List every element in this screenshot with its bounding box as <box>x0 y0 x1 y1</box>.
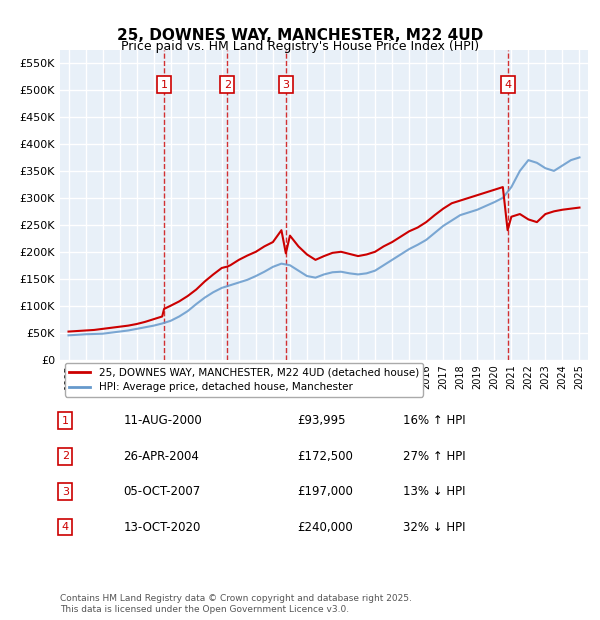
Text: 3: 3 <box>283 79 289 90</box>
Text: 27% ↑ HPI: 27% ↑ HPI <box>403 450 466 463</box>
Text: 05-OCT-2007: 05-OCT-2007 <box>124 485 200 498</box>
Text: 2: 2 <box>224 79 231 90</box>
Text: 1: 1 <box>161 79 167 90</box>
Legend: 25, DOWNES WAY, MANCHESTER, M22 4UD (detached house), HPI: Average price, detach: 25, DOWNES WAY, MANCHESTER, M22 4UD (det… <box>65 363 423 397</box>
Text: Contains HM Land Registry data © Crown copyright and database right 2025.
This d: Contains HM Land Registry data © Crown c… <box>60 595 412 614</box>
Text: £93,995: £93,995 <box>298 414 346 427</box>
Text: Price paid vs. HM Land Registry's House Price Index (HPI): Price paid vs. HM Land Registry's House … <box>121 40 479 53</box>
Text: 4: 4 <box>504 79 511 90</box>
Text: 11-AUG-2000: 11-AUG-2000 <box>124 414 202 427</box>
Text: £172,500: £172,500 <box>298 450 353 463</box>
Text: £197,000: £197,000 <box>298 485 353 498</box>
Text: 4: 4 <box>62 522 69 532</box>
Text: 25, DOWNES WAY, MANCHESTER, M22 4UD: 25, DOWNES WAY, MANCHESTER, M22 4UD <box>117 28 483 43</box>
Text: 16% ↑ HPI: 16% ↑ HPI <box>403 414 466 427</box>
Text: 26-APR-2004: 26-APR-2004 <box>124 450 199 463</box>
Text: 13% ↓ HPI: 13% ↓ HPI <box>403 485 466 498</box>
Text: £240,000: £240,000 <box>298 521 353 534</box>
Text: 13-OCT-2020: 13-OCT-2020 <box>124 521 201 534</box>
Text: 32% ↓ HPI: 32% ↓ HPI <box>403 521 466 534</box>
Text: 2: 2 <box>62 451 69 461</box>
Text: 1: 1 <box>62 416 69 426</box>
Text: 3: 3 <box>62 487 69 497</box>
